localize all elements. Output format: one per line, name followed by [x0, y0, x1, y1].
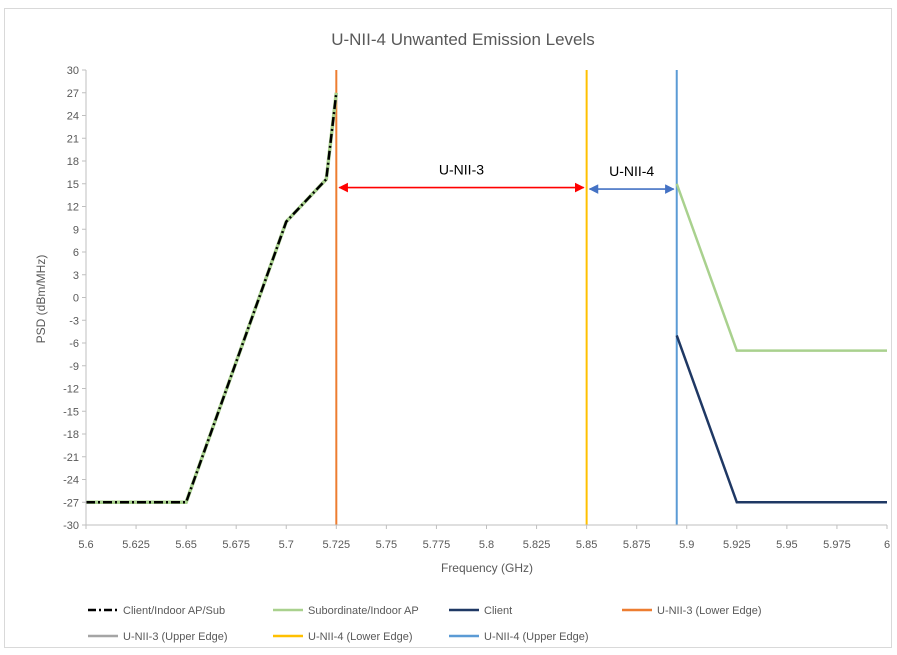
y-tick-label: 27	[67, 88, 79, 100]
x-tick-label: 5.85	[576, 539, 597, 551]
x-tick-label: 5.9	[679, 539, 694, 551]
y-axis-title: PSD (dBm/MHz)	[34, 255, 48, 344]
x-tick-label: 5.925	[723, 539, 751, 551]
legend-label: U-NII-3 (Lower Edge)	[657, 605, 762, 617]
y-tick-label: 30	[67, 65, 79, 77]
x-tick-label: 5.6	[78, 539, 93, 551]
y-tick-label: 18	[67, 156, 79, 168]
x-tick-label: 5.775	[423, 539, 451, 551]
series-subordinate-indoor-ap	[675, 183, 887, 352]
y-tick-label: -3	[69, 315, 79, 327]
x-tick-label: 5.8	[479, 539, 494, 551]
legend-label: Subordinate/Indoor AP	[308, 605, 419, 617]
annotation-label-u-nii-4: U-NII-4	[609, 163, 654, 179]
y-tick-label: 15	[67, 179, 79, 191]
x-tick-label: 5.75	[376, 539, 397, 551]
y-tick-label: 12	[67, 202, 79, 214]
annotation-label-u-nii-3: U-NII-3	[439, 162, 484, 178]
y-tick-label: 21	[67, 133, 79, 145]
y-tick-label: -12	[63, 384, 79, 396]
y-tick-label: -30	[63, 520, 79, 532]
y-tick-label: 6	[73, 247, 79, 259]
y-tick-label: 0	[73, 293, 79, 305]
x-tick-label: 5.7	[279, 539, 294, 551]
y-tick-label: -18	[63, 429, 79, 441]
series-client-indoor-ap-sub-underlay	[86, 92, 339, 504]
y-tick-label: -9	[69, 361, 79, 373]
x-tick-label: 5.825	[523, 539, 551, 551]
x-tick-label: 5.675	[222, 539, 250, 551]
x-tick-label: 5.65	[175, 539, 196, 551]
series-client	[675, 334, 887, 504]
x-tick-label: 5.875	[623, 539, 651, 551]
y-tick-label: -21	[63, 452, 79, 464]
x-tick-label: 5.725	[323, 539, 351, 551]
chart-frame: U-NII-4 Unwanted Emission Levels 30 27 24 2…	[4, 8, 892, 648]
y-tick-label: 9	[73, 224, 79, 236]
x-tick-label: 5.95	[776, 539, 797, 551]
y-tick-label: 3	[73, 270, 79, 282]
y-tick-label: -6	[69, 338, 79, 350]
x-tick-label: 6	[884, 539, 890, 551]
y-tick-label: 24	[67, 111, 79, 123]
legend-label: U-NII-4 (Lower Edge)	[308, 631, 413, 643]
legend-label: Client/Indoor AP/Sub	[123, 605, 225, 617]
emission-chart: U-NII-4 Unwanted Emission Levels 3027242…	[34, 30, 890, 643]
x-tick-label: 5.975	[823, 539, 851, 551]
chart-title: U-NII-4 Unwanted Emission Levels	[331, 30, 595, 49]
legend-label: U-NII-4 (Upper Edge)	[484, 631, 589, 643]
x-tick-label: 5.625	[122, 539, 150, 551]
y-tick-label: -27	[63, 497, 79, 509]
series-client-indoor-ap-sub	[86, 92, 338, 504]
legend-label: U-NII-3 (Upper Edge)	[123, 631, 228, 643]
legend-label: Client	[484, 605, 512, 617]
x-axis-title: Frequency (GHz)	[441, 561, 533, 575]
y-tick-label: -24	[63, 475, 79, 487]
y-tick-label: -15	[63, 406, 79, 418]
